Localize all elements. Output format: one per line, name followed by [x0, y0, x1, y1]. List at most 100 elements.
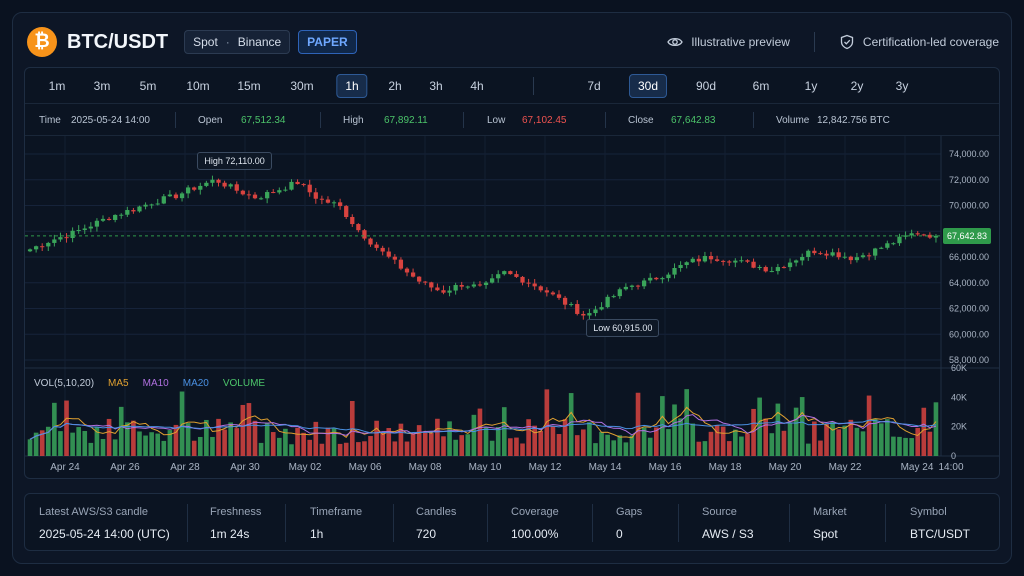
volume-bar [137, 431, 142, 456]
vol-legend-ma20[interactable]: MA20 [182, 378, 209, 389]
volume-bar [836, 429, 841, 456]
certification-coverage[interactable]: Certification-led coverage [839, 34, 999, 50]
tf-10m[interactable]: 10m [186, 79, 210, 93]
candle-body [356, 224, 361, 231]
candle-body [654, 277, 659, 280]
candle-body [325, 199, 331, 203]
tf-15m[interactable]: 15m [237, 79, 261, 93]
price-tick-label: 60,000.00 [949, 329, 989, 339]
candle-body [611, 296, 616, 298]
volume-bar [270, 432, 276, 456]
range-7d[interactable]: 7d [587, 79, 601, 93]
volume-bar [76, 427, 81, 456]
ohlc-divider [463, 112, 464, 128]
candle-body [800, 256, 805, 261]
ma20-line [29, 419, 937, 440]
time-tick-label: May 18 [709, 462, 742, 473]
volume-bar [331, 428, 337, 456]
tf-1h[interactable]: 1h [336, 74, 368, 98]
candle-body [739, 260, 744, 262]
price-chart[interactable]: 74,000.0072,000.0070,000.0068,000.0066,0… [25, 136, 1000, 479]
range-2y[interactable]: 2y [850, 79, 864, 93]
volume-bar [301, 432, 306, 456]
volume-bar [593, 443, 598, 456]
candle-body [927, 234, 933, 238]
time-tick-label: Apr 24 [50, 462, 80, 473]
tf-2h[interactable]: 2h [388, 79, 402, 93]
high-marker: High 72,110.00 [197, 152, 272, 170]
volume-bar [532, 425, 537, 456]
candle-body [562, 297, 568, 305]
candle-body [593, 309, 598, 314]
candle-body [137, 206, 142, 212]
time-tick-label: May 10 [469, 462, 502, 473]
volume-bar [726, 441, 732, 456]
candle-body [58, 237, 63, 240]
candle-body [204, 182, 209, 186]
candle-body [258, 198, 264, 200]
close-label: Close [628, 115, 654, 126]
candle-body [222, 182, 227, 187]
vol-legend-ma10[interactable]: MA10 [142, 378, 169, 389]
candle-body [885, 243, 890, 248]
illustrative-preview[interactable]: Illustrative preview [667, 34, 790, 50]
candle-body [301, 184, 306, 186]
ohlc-divider [320, 112, 321, 128]
volume-bar [234, 428, 240, 456]
tf-4h[interactable]: 4h [470, 79, 484, 93]
volume-bar [70, 432, 75, 456]
volume-bar [781, 430, 787, 456]
volume-bar [52, 402, 57, 456]
range-3y[interactable]: 3y [895, 79, 909, 93]
candle-body [179, 193, 185, 199]
volume-bar [909, 438, 914, 456]
volume-bar [240, 404, 246, 456]
vol-legend-volume[interactable]: VOLUME [222, 378, 266, 389]
volume-bar [283, 428, 288, 456]
market-selector[interactable]: Spot · Binance [184, 30, 291, 54]
volume-bar [702, 441, 708, 456]
time-tick-label: May 16 [649, 462, 682, 473]
range-30d[interactable]: 30d [628, 74, 668, 98]
volume-bar [100, 438, 106, 456]
tf-30m[interactable]: 30m [290, 79, 314, 93]
range-1y[interactable]: 1y [804, 79, 818, 93]
candle-body [793, 260, 799, 263]
candle-body [459, 285, 464, 287]
candle-body [708, 256, 714, 260]
volume-bar [295, 427, 300, 456]
high-value: 67,892.11 [384, 115, 428, 126]
candle-body [526, 282, 531, 284]
tf-3h[interactable]: 3h [429, 79, 443, 93]
tf-3m[interactable]: 3m [93, 79, 111, 93]
candle-body [769, 271, 774, 273]
volume-bar [435, 418, 440, 456]
candle-body [806, 250, 811, 257]
volume-bar [550, 426, 556, 456]
time-tick-label: Apr 30 [230, 462, 260, 473]
volume-bar [866, 395, 872, 456]
volume-bar [252, 420, 258, 456]
candle-body [94, 220, 100, 227]
tf-1m[interactable]: 1m [48, 79, 66, 93]
tf-5m[interactable]: 5m [139, 79, 157, 93]
volume-bar [787, 423, 793, 456]
volume-bar [854, 427, 860, 456]
candle-body [587, 313, 592, 316]
low-value: 67,102.45 [522, 115, 567, 126]
volume-bar [204, 419, 209, 456]
candle-body [289, 181, 294, 190]
header-divider [813, 32, 815, 52]
vol-legend-ma5[interactable]: MA5 [108, 378, 129, 389]
range-6m[interactable]: 6m [752, 79, 770, 93]
low-marker-value: 60,915.00 [612, 322, 653, 333]
candle-body [569, 304, 574, 306]
candle-body [641, 280, 647, 287]
range-90d[interactable]: 90d [695, 79, 717, 93]
market-label: Spot [193, 35, 218, 49]
volume-bar [508, 438, 513, 456]
volume-bar [501, 407, 507, 456]
volume-bar [824, 423, 829, 456]
volume-bar [64, 400, 69, 456]
candle-body [173, 194, 179, 199]
